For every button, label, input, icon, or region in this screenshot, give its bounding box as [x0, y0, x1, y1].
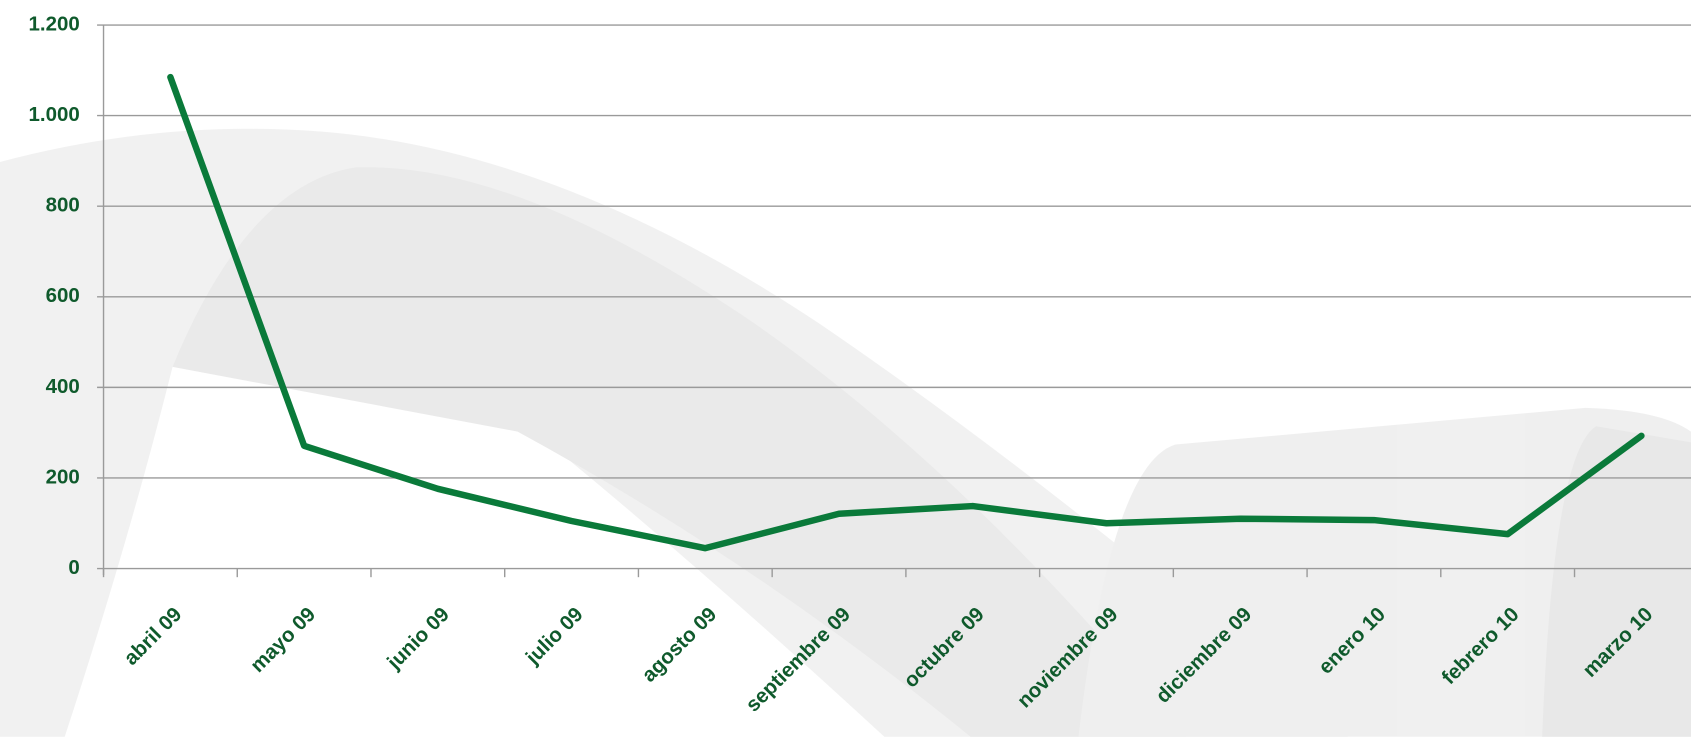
- background-decoration: [0, 128, 1691, 737]
- x-tick-label: mayo 09: [246, 603, 320, 677]
- x-tick-label: junio 09: [382, 603, 454, 675]
- y-tick-label: 800: [46, 194, 80, 217]
- line-series: [167, 73, 1645, 552]
- y-tick-label: 1.000: [29, 103, 80, 126]
- y-tick-label: 400: [46, 375, 80, 398]
- y-tick-label: 200: [46, 465, 80, 488]
- x-tick-label: julio 09: [521, 603, 588, 670]
- x-tick-label: agosto 09: [637, 603, 721, 687]
- y-tick-label: 0: [68, 556, 79, 579]
- y-tick-label: 600: [46, 284, 80, 307]
- y-tick-label: 1.200: [29, 12, 80, 35]
- x-tick-label: abril 09: [119, 603, 186, 670]
